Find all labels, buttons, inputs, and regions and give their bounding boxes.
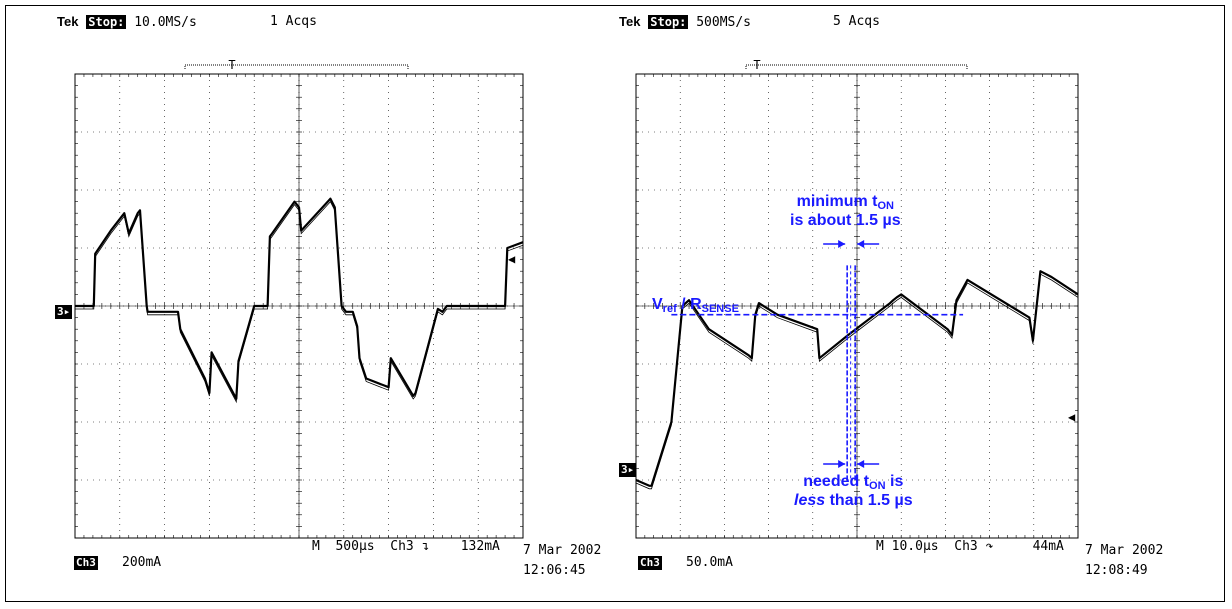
right-waveform-noise-band	[635, 273, 1079, 490]
right-sample-rate: 500MS/s	[696, 15, 752, 30]
right-timebase-m: M	[876, 539, 884, 554]
left-channel-scale: 200mA	[122, 555, 162, 570]
right-trigger-position-marker: T	[753, 58, 760, 72]
right-stop-badge: Stop:	[648, 15, 689, 29]
right-channel-scale: 50.0mA	[686, 555, 733, 570]
right-timebase-time: 10.0µs	[891, 539, 939, 554]
left-tek-label: Tek	[57, 14, 79, 29]
left-trigger-level-marker: ◀	[508, 252, 516, 266]
left-timebase-ch: Ch3	[390, 539, 414, 554]
right-tek-label: Tek	[619, 14, 641, 29]
min-ton-arrow-left-head	[838, 240, 846, 248]
figure-frame	[5, 5, 1225, 602]
left-trigger-level: 132mA	[460, 539, 500, 554]
right-time: 12:08:49	[1085, 563, 1148, 578]
need-ton-arrow-left-head	[838, 460, 846, 468]
vref-rsense-label: Vref / RSENSE	[652, 296, 739, 315]
left-timebase: M 500µs Ch3 ↴ 132mA	[312, 539, 500, 554]
left-sample-rate: 10.0MS/s	[134, 15, 197, 30]
left-channel-badge: Ch3	[74, 556, 98, 570]
right-header: Tek Stop: 500MS/s	[619, 14, 751, 30]
right-timebase-ch: Ch3	[954, 539, 978, 554]
annotation-lines	[671, 240, 964, 480]
right-channel-badge: Ch3	[638, 556, 662, 570]
right-scope-plot: T	[635, 58, 1079, 539]
needed-ton-label: needed tON is less than 1.5 µs	[794, 473, 913, 509]
left-acqs: 1 Acqs	[270, 14, 317, 29]
right-trigger-level: 44mA	[1032, 539, 1064, 554]
minimum-ton-label: minimum tON is about 1.5 µs	[790, 193, 901, 229]
right-acqs: 5 Acqs	[833, 14, 880, 29]
left-trigger-bracket	[184, 64, 409, 69]
left-stop-badge: Stop:	[86, 15, 127, 29]
min-ton-arrow-right-head	[857, 240, 865, 248]
right-ground-marker: 3▸	[619, 463, 637, 477]
left-header: Tek Stop: 10.0MS/s	[57, 14, 197, 30]
left-ground-marker: 3▸	[55, 305, 73, 319]
right-waveform-trace	[635, 270, 1079, 487]
left-timebase-m: M	[312, 539, 320, 554]
left-scope-plot: T	[74, 58, 524, 539]
right-trigger-level-marker: ◀	[1068, 410, 1076, 424]
rising-edge-icon: ↷	[985, 539, 994, 554]
right-trigger-bracket	[745, 64, 968, 69]
left-date: 7 Mar 2002	[523, 543, 602, 558]
right-date: 7 Mar 2002	[1085, 543, 1164, 558]
left-trigger-position-marker: T	[228, 58, 235, 72]
left-waveform-noise-band	[75, 201, 524, 404]
need-ton-arrow-right-head	[857, 460, 865, 468]
right-timebase: M 10.0µs Ch3 ↷ 44mA	[876, 539, 1064, 554]
falling-edge-icon: ↴	[421, 539, 430, 554]
left-timebase-time: 500µs	[335, 539, 375, 554]
left-time: 12:06:45	[523, 563, 586, 578]
